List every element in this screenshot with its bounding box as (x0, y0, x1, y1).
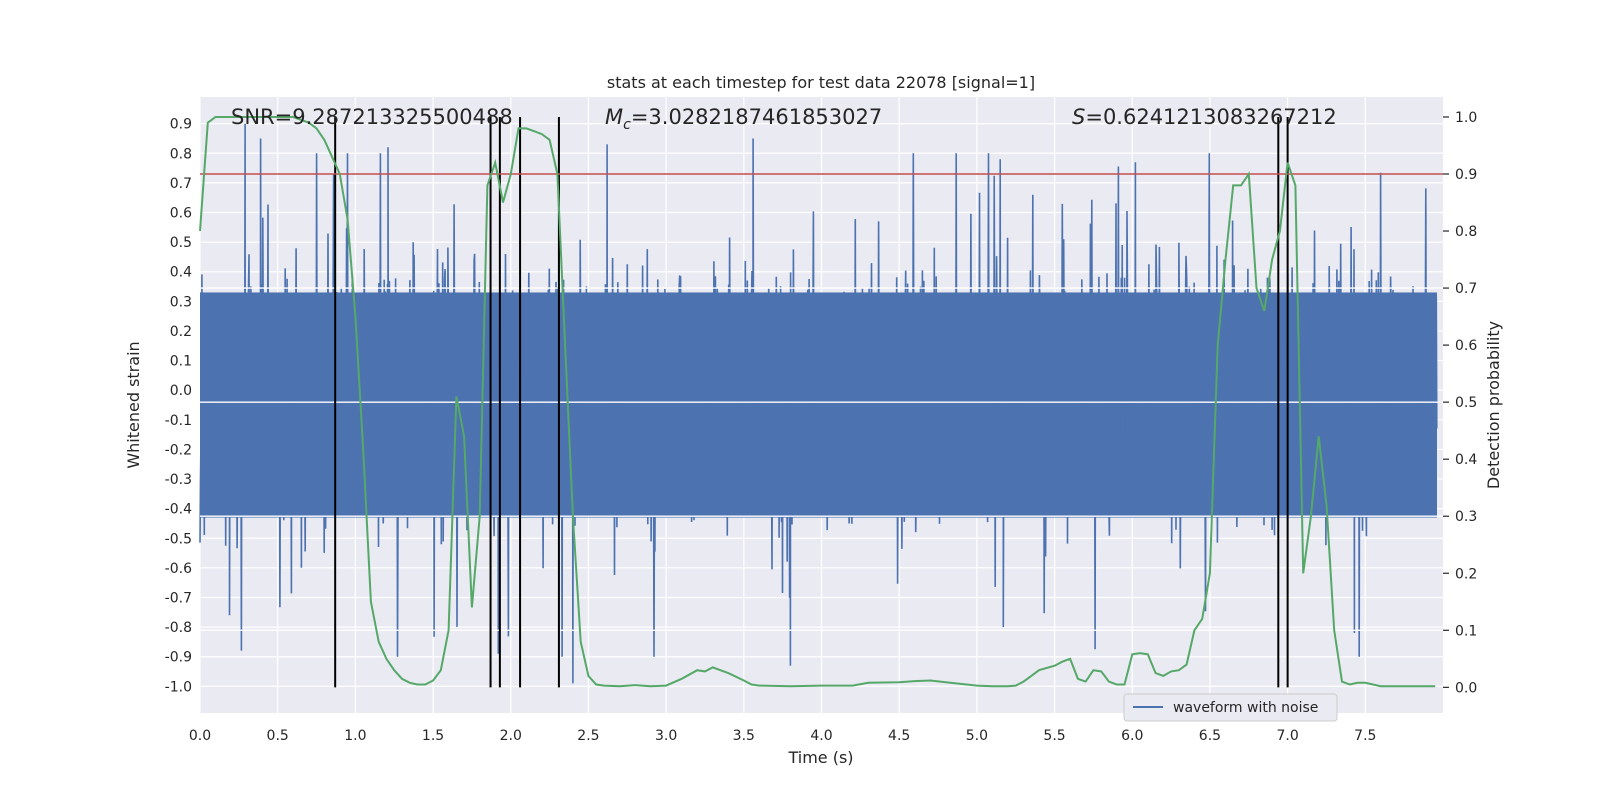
score-annotation: S=0.6241213083267212 (1072, 105, 1337, 129)
y-tick-label: 0.2 (170, 324, 192, 340)
x-tick-label: 7.0 (1276, 728, 1298, 744)
x-tick-label: 2.0 (500, 728, 522, 744)
x-tick-label: 5.0 (966, 728, 988, 744)
y-tick-label: -0.2 (165, 442, 192, 458)
y-right-tick-label: 0.5 (1455, 395, 1477, 411)
x-tick-label: 5.5 (1043, 728, 1065, 744)
y-tick-label: 0.9 (170, 117, 192, 133)
y-right-tick-label: 0.8 (1455, 224, 1477, 240)
y-right-tick-label: 0.0 (1455, 680, 1477, 696)
y-tick-label: 0.0 (170, 383, 192, 399)
legend-label: waveform with noise (1173, 700, 1318, 716)
x-tick-label: 7.5 (1354, 728, 1376, 744)
y-tick-label: 0.4 (170, 265, 192, 281)
x-axis-ticks: 0.0 0.5 1.0 1.5 2.0 2.5 3.0 3.5 4.0 4.5 5.0 5.5 6.0 6… (189, 728, 1377, 744)
y-tick-label: 0.1 (170, 354, 192, 370)
y-right-tick-label: 0.4 (1455, 452, 1477, 468)
y-tick-label: -1.0 (165, 679, 192, 695)
y-right-axis-ticks: 1.0 0.9 0.8 0.7 0.6 0.5 0.4 0.3 0.2 0.1 0.0 (1443, 110, 1477, 696)
score-symbol: S (1072, 105, 1085, 129)
y-tick-label: 0.8 (170, 146, 192, 162)
score-value: =0.6241213083267212 (1085, 105, 1336, 129)
y-tick-label: -0.8 (165, 620, 192, 636)
y-right-tick-label: 0.9 (1455, 167, 1477, 183)
chart-title: stats at each timestep for test data 220… (607, 73, 1035, 92)
snr-annotation: SNR=9.287213325500488 (231, 105, 513, 129)
y-tick-label: 0.6 (170, 206, 192, 222)
y-tick-label: -0.9 (165, 650, 192, 666)
y-right-tick-label: 0.2 (1455, 566, 1477, 582)
probability-line (199, 116, 1436, 688)
y-axis-ticks: 0.9 0.8 0.7 0.6 0.5 0.4 0.3 0.2 0.1 0.0 -0.1 -0.2 -0… (165, 117, 192, 696)
y-tick-label: 0.3 (170, 294, 192, 310)
x-tick-label: 6.5 (1199, 728, 1221, 744)
x-tick-label: 4.0 (810, 728, 832, 744)
y-tick-label: -0.7 (165, 591, 192, 607)
y-right-tick-label: 0.6 (1455, 338, 1477, 354)
x-axis-label: Time (s) (787, 748, 853, 767)
legend-box (1123, 693, 1338, 722)
vertical-markers (334, 116, 1289, 688)
chirp-mass-value: =3.0282187461853027 (631, 105, 882, 129)
x-tick-label: 2.5 (577, 728, 599, 744)
waveform-line (199, 123, 1438, 684)
y-axis-label: Whitened strain (124, 341, 143, 468)
x-tick-label: 3.0 (655, 728, 677, 744)
chirp-mass-symbol: M (605, 105, 623, 129)
x-tick-label: 4.5 (888, 728, 910, 744)
y-right-tick-label: 0.1 (1455, 623, 1477, 639)
y-tick-label: -0.5 (165, 531, 192, 547)
y-right-tick-label: 1.0 (1455, 110, 1477, 126)
y-right-tick-label: 0.3 (1455, 509, 1477, 525)
y-right-axis-label: Detection probability (1484, 321, 1503, 489)
y-tick-label: -0.4 (165, 502, 192, 518)
x-tick-label: 6.0 (1121, 728, 1143, 744)
y-tick-label: -0.6 (165, 561, 192, 577)
legend: waveform with noise (1123, 693, 1338, 722)
y-right-tick-label: 0.7 (1455, 281, 1477, 297)
waveform-series (199, 123, 1443, 684)
y-tick-label: 0.7 (170, 176, 192, 192)
x-tick-label: 1.5 (422, 728, 444, 744)
y-tick-label: -0.1 (165, 413, 192, 429)
chirp-mass-annotation: Mc=3.0282187461853027 (605, 105, 882, 133)
chirp-mass-subscript: c (623, 117, 631, 133)
x-tick-label: 3.5 (733, 728, 755, 744)
y-tick-label: -0.3 (165, 472, 192, 488)
x-tick-label: 1.0 (344, 728, 366, 744)
y-tick-label: 0.5 (170, 235, 192, 251)
x-tick-label: 0.0 (189, 728, 211, 744)
x-tick-label: 0.5 (267, 728, 289, 744)
